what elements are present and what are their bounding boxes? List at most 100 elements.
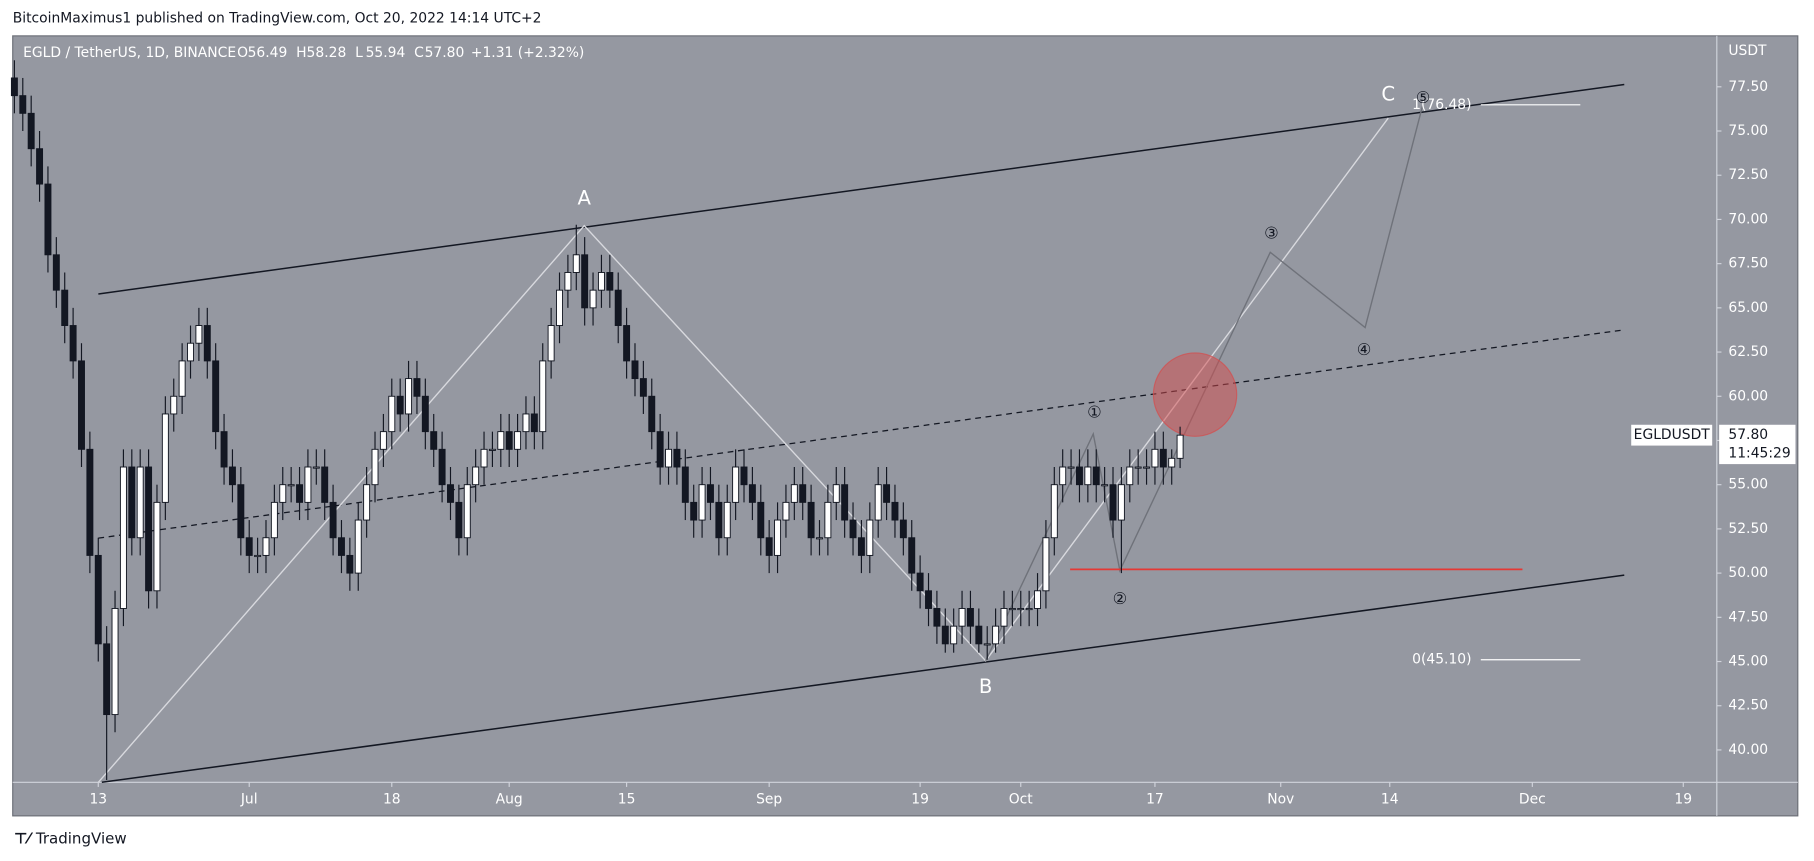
candle-body: [1075, 466, 1083, 486]
candle-body: [270, 501, 278, 539]
candle-body: [27, 112, 35, 150]
candle-body: [245, 537, 253, 556]
candle-body: [1101, 484, 1109, 487]
candle-body: [832, 484, 840, 503]
candle-body: [1050, 484, 1058, 539]
x-tick-label: Aug: [496, 792, 523, 808]
candle-body: [1042, 537, 1050, 592]
candle-body: [212, 360, 220, 433]
fib-label: 0(45.10): [1412, 652, 1471, 668]
candle-body: [203, 325, 211, 362]
price-tag-countdown: 11:45:29: [1728, 446, 1790, 462]
candle-body: [354, 519, 362, 574]
price-tag-box: [1719, 424, 1796, 465]
candle-body: [304, 466, 312, 503]
candle-body: [296, 484, 304, 503]
candle-body: [765, 537, 773, 556]
candle-body: [715, 501, 723, 539]
candle-body: [1067, 466, 1075, 469]
candle-body: [430, 431, 438, 450]
x-tick-label: Dec: [1519, 792, 1546, 808]
candle-body: [698, 484, 706, 521]
candle-body: [329, 501, 337, 539]
candle-body: [614, 289, 622, 326]
y-tick-label: 47.50: [1728, 609, 1768, 625]
y-tick-label: 77.50: [1728, 79, 1768, 95]
candle-body: [447, 484, 454, 503]
candle-body: [925, 590, 932, 609]
candle-body: [656, 431, 664, 468]
candle-body: [564, 272, 572, 291]
candle-body: [44, 183, 52, 256]
candle-body: [455, 501, 463, 539]
candle-body: [279, 484, 287, 503]
candle-body: [1151, 448, 1159, 468]
candle-body: [933, 608, 941, 627]
sub-wave-label: ④: [1357, 340, 1372, 359]
candle-body: [178, 360, 186, 397]
candle-body: [1109, 484, 1117, 521]
candle-body: [824, 501, 832, 539]
candle-body: [103, 643, 111, 716]
x-tick-label: 13: [89, 792, 107, 808]
candle-body: [379, 431, 387, 450]
x-tick-label: Jul: [240, 792, 258, 808]
price-tag-price: 57.80: [1728, 427, 1768, 443]
x-tick-label: 19: [911, 792, 929, 808]
candle-body: [153, 501, 161, 592]
candle-body: [899, 519, 907, 539]
candle-body: [480, 448, 488, 468]
candle-body: [1168, 457, 1176, 468]
y-tick-label: 72.50: [1728, 167, 1768, 183]
candle-body: [19, 95, 27, 114]
candle-body: [572, 254, 580, 273]
candle-body: [1092, 466, 1100, 486]
candle-body: [706, 484, 714, 503]
wave-label: C: [1381, 82, 1395, 105]
y-tick-label: 62.50: [1728, 344, 1768, 360]
candle-body: [488, 448, 496, 451]
candle-body: [774, 519, 782, 556]
candle-body: [748, 484, 756, 503]
candle-body: [312, 466, 320, 469]
candle-body: [975, 625, 983, 645]
price-tag-symbol-box: [1631, 424, 1713, 446]
candle-body: [673, 448, 681, 468]
candle-body: [883, 484, 891, 503]
y-tick-label: 45.00: [1728, 654, 1768, 670]
y-tick-label: 75.00: [1728, 123, 1768, 139]
candle-body: [396, 395, 404, 415]
candle-body: [597, 272, 605, 291]
candle-body: [631, 360, 639, 380]
candle-body: [69, 325, 77, 362]
candle-body: [1025, 608, 1033, 611]
y-tick-label: 60.00: [1728, 388, 1768, 404]
candle-body: [438, 448, 446, 486]
candle-body: [505, 431, 513, 450]
candle-body: [992, 625, 1000, 645]
candle-body: [1126, 466, 1134, 486]
candle-body: [790, 484, 798, 503]
candle-body: [220, 431, 228, 468]
candle-body: [539, 360, 547, 433]
footer-brand: TradingView: [35, 830, 127, 848]
candle-body: [337, 537, 345, 556]
candle-body: [94, 554, 102, 645]
candle-body: [983, 643, 991, 646]
candle-body: [78, 360, 85, 450]
chart-panel: [12, 35, 1799, 817]
legend-values: O 56.49 H 58.28 L 55.94 C 57.80 +1.31 (+2.32%): [237, 45, 584, 61]
x-tick-label: 17: [1146, 792, 1164, 808]
candle-body: [463, 484, 471, 539]
candle-body: [891, 501, 899, 521]
candle-body: [648, 395, 656, 433]
channel-upper: [98, 83, 1625, 295]
legend-value: 58.28: [307, 45, 347, 61]
sub-wave-label: ②: [1113, 589, 1128, 608]
candle-body: [388, 395, 396, 433]
candle-body: [321, 466, 329, 503]
candle-body: [371, 448, 379, 486]
legend-key: C: [414, 45, 424, 61]
legend-value: 57.80: [425, 45, 465, 61]
